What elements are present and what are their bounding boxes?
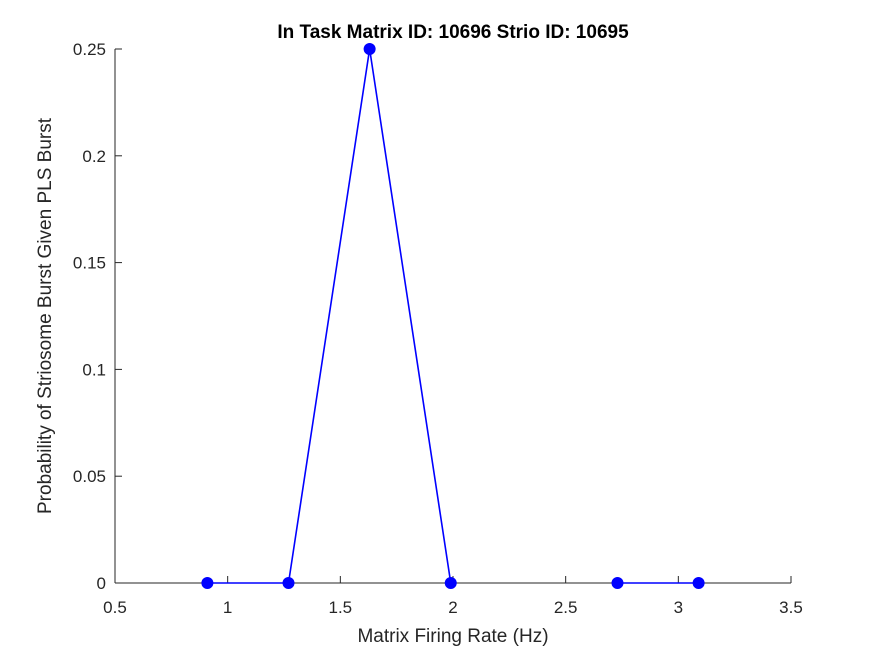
- x-axis-ticks: 0.5 1 1.5 2 2.5 3 3.5: [103, 576, 803, 617]
- x-tick-label: 1: [223, 598, 232, 617]
- x-tick-label: 2.5: [554, 598, 578, 617]
- y-tick-label: 0.25: [73, 40, 106, 59]
- series-layer: [201, 43, 705, 589]
- y-axis-label: Probability of Striosome Burst Given PLS…: [35, 117, 56, 514]
- x-tick-label: 0.5: [103, 598, 127, 617]
- y-tick-label: 0.15: [73, 254, 106, 273]
- data-point: [201, 577, 214, 589]
- data-point: [611, 577, 624, 589]
- y-tick-label: 0.1: [82, 360, 106, 379]
- chart-title: In Task Matrix ID: 10696 Strio ID: 10695: [277, 22, 629, 43]
- data-point: [363, 43, 376, 55]
- x-tick-label: 3.5: [779, 598, 803, 617]
- y-tick-label: 0.2: [82, 147, 106, 166]
- x-tick-label: 3: [674, 598, 683, 617]
- series-line: [207, 48, 452, 584]
- y-tick-label: 0: [97, 574, 106, 593]
- y-axis-ticks: 0 0.05 0.1 0.15 0.2 0.25: [73, 40, 122, 593]
- data-point: [444, 577, 457, 589]
- y-tick-label: 0.05: [73, 467, 106, 486]
- data-point: [282, 577, 295, 589]
- x-tick-label: 1.5: [329, 598, 353, 617]
- x-tick-label: 2: [448, 598, 457, 617]
- data-point: [692, 577, 705, 589]
- x-axis-label: Matrix Firing Rate (Hz): [357, 626, 548, 647]
